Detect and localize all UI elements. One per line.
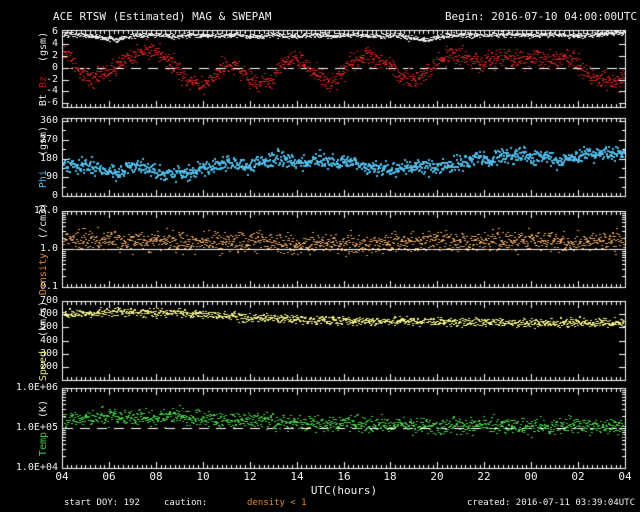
- x-tick-label: 10: [196, 470, 210, 483]
- y-tick-label: 6: [51, 26, 58, 37]
- panel-label-name: Density: [38, 252, 49, 296]
- y-tick-label: 0: [51, 62, 58, 73]
- y-tick-label: 4: [51, 38, 58, 49]
- y-tick-label: 600: [39, 308, 58, 319]
- x-axis-label: UTC(hours): [310, 484, 378, 497]
- panel-label-unit: (K): [38, 399, 49, 418]
- y-tick-label: 500: [39, 321, 58, 332]
- panel-label-name: Bz: [38, 76, 49, 89]
- x-tick-label: 04: [618, 470, 632, 483]
- x-tick-label: 20: [430, 470, 444, 483]
- y-tick-label: 360: [39, 115, 58, 126]
- x-tick-label: 14: [290, 470, 304, 483]
- panel-axis-label-speed: Speed (km/s): [38, 300, 49, 382]
- y-tick-label: 10.0: [33, 205, 58, 216]
- begin-timestamp: Begin: 2016-07-10 04:00:00UTC: [444, 10, 637, 23]
- panel-label-name: Temp: [38, 431, 49, 457]
- panel-axis-label-temp: Temp (K): [38, 399, 49, 457]
- panel-label-unit: (gsm): [38, 125, 49, 157]
- panel-label-unit: (gsm): [38, 31, 49, 62]
- created-timestamp: created: 2016-07-11 03:39:04UTC: [467, 498, 635, 508]
- panel-label-name: Speed: [38, 351, 49, 382]
- y-tick-label: 1.0E+05: [15, 422, 58, 433]
- x-tick-label: 00: [524, 470, 538, 483]
- panel-label-name: Bt: [38, 88, 49, 107]
- x-tick-label: 06: [102, 470, 116, 483]
- panel-label-unit: (km/s): [38, 300, 49, 338]
- y-tick-label: 180: [39, 153, 58, 164]
- y-tick-label: 270: [39, 134, 58, 145]
- x-tick-label: 04: [55, 470, 69, 483]
- y-tick-label: 2: [51, 50, 58, 61]
- y-tick-label: 1.0E+04: [15, 462, 58, 473]
- y-tick-label: 400: [39, 335, 58, 346]
- panel-axis-label-phi: Phi (gsm): [38, 125, 49, 189]
- x-tick-label: 12: [243, 470, 257, 483]
- panel-axis-label-density: Density (/cm3): [38, 202, 49, 296]
- x-tick-label: 08: [149, 470, 163, 483]
- start-doy-label: start DOY: 192: [64, 498, 140, 508]
- caution-value: density < 1: [247, 498, 307, 508]
- x-tick-label: 16: [337, 470, 351, 483]
- y-tick-label: 700: [39, 295, 58, 306]
- y-tick-label: 0.1: [39, 281, 58, 292]
- x-tick-label: 22: [477, 470, 491, 483]
- x-tick-label: 02: [571, 470, 585, 483]
- panel-label-name: Phi: [38, 170, 49, 189]
- y-tick-label: -6: [45, 97, 58, 108]
- panel-axis-label-mag-bt-bz: Bt Bz (gsm): [38, 31, 49, 107]
- x-tick-label: 18: [383, 470, 397, 483]
- y-tick-label: 90: [45, 171, 58, 182]
- y-tick-label: 1.0E+06: [15, 382, 58, 393]
- caution-label: caution:: [164, 498, 208, 508]
- y-tick-label: -4: [45, 85, 58, 96]
- panel-label-unit: (/cm3): [38, 202, 49, 239]
- y-tick-label: 0: [51, 190, 58, 201]
- y-tick-label: 300: [39, 348, 58, 359]
- y-tick-label: 200: [39, 361, 58, 372]
- figure-title: ACE RTSW (Estimated) MAG & SWEPAM: [53, 10, 272, 23]
- y-tick-label: 1.0: [39, 243, 58, 254]
- y-tick-label: -2: [45, 74, 58, 85]
